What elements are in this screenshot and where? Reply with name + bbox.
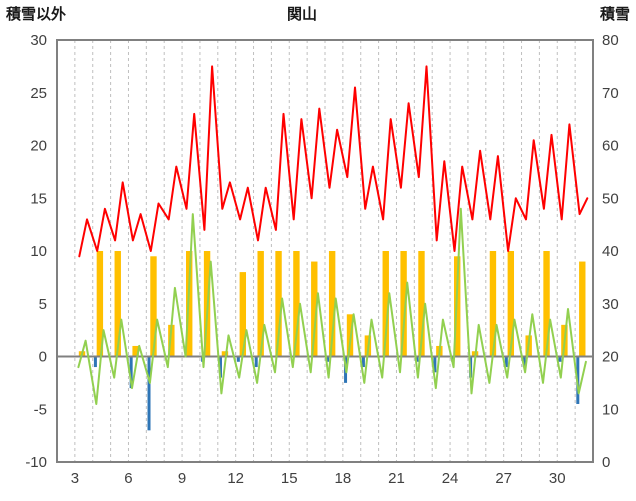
sunshine-bar bbox=[543, 251, 550, 357]
sunshine-bar bbox=[489, 251, 497, 357]
precip-bar bbox=[433, 356, 437, 373]
left-axis-title: 積雪以外 bbox=[5, 5, 66, 23]
precip-bar bbox=[415, 356, 419, 362]
precip-bar bbox=[218, 356, 222, 378]
x-axis-tick-label: 21 bbox=[388, 470, 405, 487]
sunshine-bar bbox=[132, 345, 139, 357]
x-axis-tick-label: 3 bbox=[71, 470, 79, 487]
left-axis-tick-label: 10 bbox=[30, 243, 47, 260]
sunshine-bar bbox=[311, 261, 318, 357]
sunshine-bar bbox=[96, 251, 104, 357]
sunshine-bar bbox=[168, 324, 175, 357]
x-axis-tick-label: 12 bbox=[227, 470, 244, 487]
x-axis-tick-label: 27 bbox=[495, 470, 512, 487]
right-axis-tick-label: 20 bbox=[602, 349, 619, 366]
right-axis-tick-label: 80 bbox=[602, 32, 619, 49]
x-axis-tick-label: 9 bbox=[178, 470, 186, 487]
precip-bar bbox=[361, 356, 365, 368]
right-axis-title: 積雪 bbox=[599, 5, 630, 23]
right-axis-tick-label: 0 bbox=[602, 454, 610, 471]
green-series-line bbox=[77, 207, 587, 405]
sunshine-bar bbox=[328, 251, 336, 357]
sunshine-bar bbox=[507, 251, 515, 357]
x-axis-tick-label: 15 bbox=[281, 470, 298, 487]
precip-bar bbox=[504, 356, 508, 368]
precip-bar bbox=[93, 356, 97, 368]
right-axis-tick-label: 50 bbox=[602, 190, 619, 207]
sunshine-bar bbox=[221, 351, 229, 357]
right-axis-tick-label: 60 bbox=[602, 138, 619, 155]
x-axis-tick-label: 18 bbox=[335, 470, 352, 487]
left-axis-tick-label: 30 bbox=[30, 32, 47, 49]
left-axis-tick-label: -5 bbox=[34, 401, 47, 418]
precip-bar bbox=[522, 356, 526, 368]
sunshine-bar bbox=[400, 251, 407, 357]
left-axis-tick-label: -10 bbox=[25, 454, 47, 471]
precip-bar bbox=[254, 356, 258, 368]
chart-title: 関山 bbox=[287, 6, 317, 23]
precip-bar bbox=[236, 356, 240, 362]
left-axis-tick-label: 20 bbox=[30, 138, 47, 155]
right-axis-tick-label: 70 bbox=[602, 85, 619, 102]
sunshine-bar bbox=[275, 251, 282, 357]
precip-bar bbox=[129, 356, 133, 389]
right-axis-tick-label: 10 bbox=[602, 401, 619, 418]
sunshine-bar bbox=[293, 251, 300, 357]
sunshine-bar bbox=[382, 251, 389, 357]
left-axis-tick-label: 0 bbox=[39, 349, 47, 366]
left-axis-tick-label: 15 bbox=[30, 190, 47, 207]
precip-bar bbox=[147, 356, 151, 431]
sunshine-bar bbox=[114, 251, 121, 357]
red-series-line bbox=[78, 65, 589, 258]
left-axis-tick-label: 25 bbox=[30, 85, 47, 102]
sunshine-bar bbox=[257, 251, 264, 357]
plot-border bbox=[56, 39, 594, 463]
sunshine-bar bbox=[150, 256, 157, 357]
left-axis-tick-label: 5 bbox=[39, 296, 47, 313]
sunshine-bar bbox=[418, 251, 425, 357]
x-axis-tick-label: 6 bbox=[124, 470, 132, 487]
sunshine-bar bbox=[579, 261, 586, 357]
x-axis-tick-label: 24 bbox=[442, 470, 459, 487]
precip-bar bbox=[326, 356, 330, 362]
right-axis-tick-label: 40 bbox=[602, 243, 619, 260]
right-axis-tick-label: 30 bbox=[602, 296, 619, 313]
x-axis-tick-label: 30 bbox=[549, 470, 566, 487]
sunshine-bar bbox=[239, 272, 247, 357]
precip-bar bbox=[558, 356, 562, 362]
